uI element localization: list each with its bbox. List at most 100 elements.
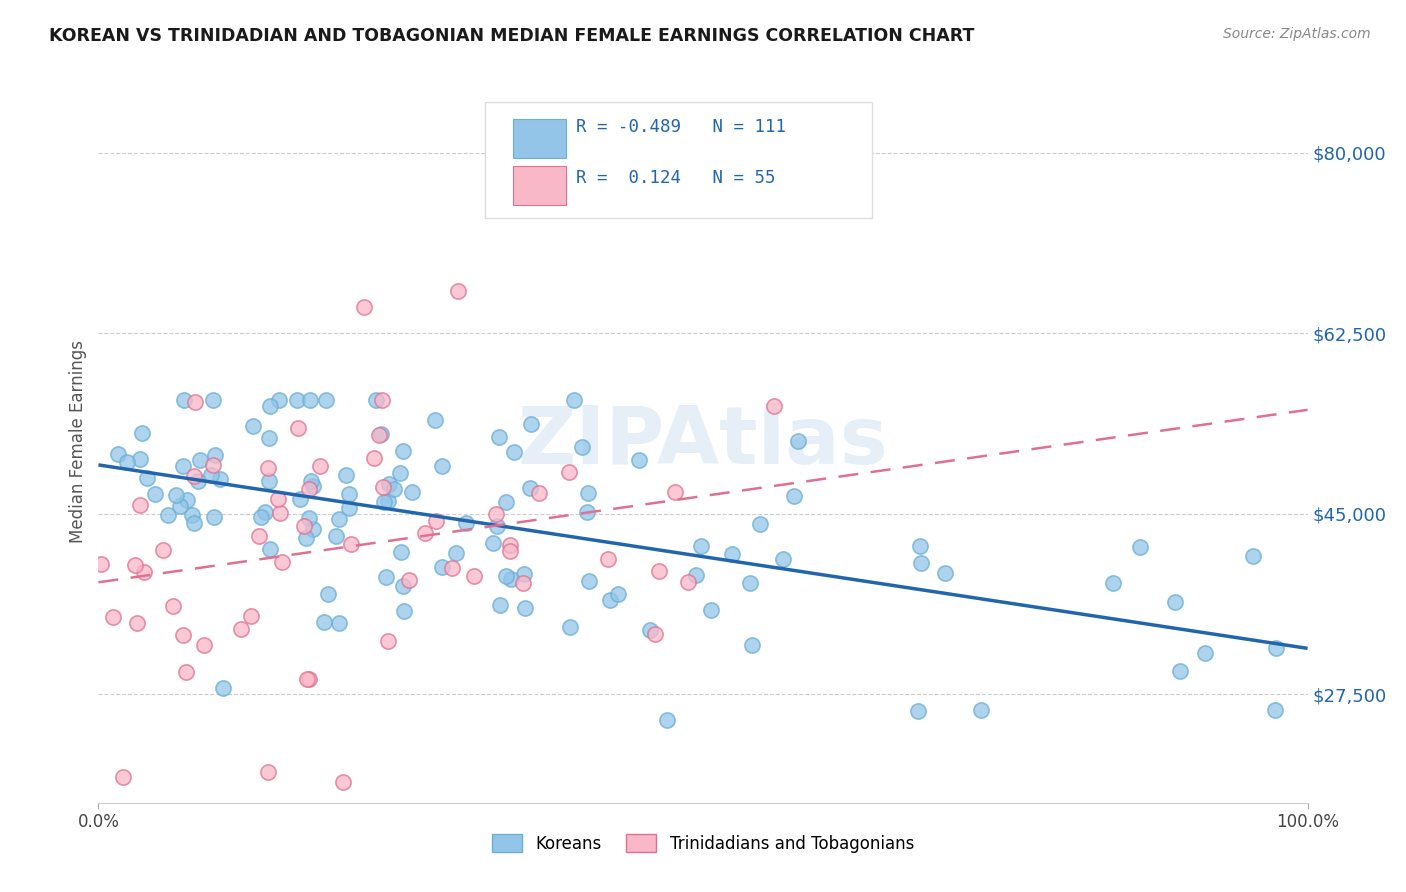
Point <box>685 567 707 582</box>
Point <box>690 539 713 553</box>
Point <box>1102 575 1125 590</box>
Point <box>571 440 593 454</box>
Point <box>463 569 485 583</box>
Point <box>482 536 505 550</box>
Point <box>578 574 600 588</box>
Point <box>495 569 517 583</box>
Point <box>741 638 763 652</box>
Point <box>371 393 394 408</box>
Point <box>499 543 522 558</box>
Point <box>328 615 350 630</box>
Point <box>187 474 209 488</box>
Point <box>398 573 420 587</box>
FancyBboxPatch shape <box>513 166 567 204</box>
Point <box>560 620 582 634</box>
Point <box>423 413 446 427</box>
Point <box>907 704 929 718</box>
Point <box>1129 541 1152 555</box>
Point <box>302 523 325 537</box>
Point <box>239 608 262 623</box>
Point <box>253 505 276 519</box>
Point <box>172 458 194 473</box>
Point <box>287 421 309 435</box>
Point <box>193 638 215 652</box>
Point <box>107 447 129 461</box>
Point <box>489 598 512 612</box>
Point <box>292 518 315 533</box>
Point <box>285 393 308 408</box>
Point <box>128 499 150 513</box>
Point <box>101 609 124 624</box>
Point <box>363 450 385 465</box>
Point <box>368 427 391 442</box>
Point <box>488 430 510 444</box>
Point <box>156 508 179 522</box>
Point <box>298 511 321 525</box>
Point <box>371 480 394 494</box>
Point <box>269 506 291 520</box>
Point <box>208 472 231 486</box>
Point <box>495 495 517 509</box>
Point <box>135 470 157 484</box>
Point <box>174 665 197 680</box>
Point <box>200 467 222 482</box>
Point <box>302 478 325 492</box>
Point <box>183 516 205 530</box>
Point <box>299 393 322 408</box>
Point <box>562 393 585 408</box>
Point <box>970 703 993 717</box>
Point <box>599 592 621 607</box>
Point <box>378 477 401 491</box>
Point <box>382 482 405 496</box>
Point <box>312 615 335 630</box>
Point <box>202 393 225 408</box>
Point <box>527 485 550 500</box>
Point <box>115 455 138 469</box>
Point <box>377 494 399 508</box>
Point <box>328 511 350 525</box>
Point <box>519 481 541 495</box>
Point <box>740 576 762 591</box>
Point <box>749 516 772 531</box>
Point <box>910 557 932 571</box>
Point <box>413 526 436 541</box>
Point <box>339 537 361 551</box>
Point <box>90 557 112 571</box>
Point <box>640 624 662 638</box>
Point <box>392 579 415 593</box>
Point <box>512 576 534 591</box>
Point <box>648 564 671 578</box>
Point <box>259 542 281 557</box>
Point <box>295 672 318 686</box>
Point <box>762 399 785 413</box>
Point <box>202 510 225 524</box>
Point <box>499 572 522 586</box>
Point <box>389 466 412 480</box>
Point <box>700 602 723 616</box>
Point <box>165 488 187 502</box>
Point <box>256 764 278 779</box>
Text: R =  0.124   N = 55: R = 0.124 N = 55 <box>576 169 776 186</box>
Point <box>353 301 375 315</box>
Point <box>1194 646 1216 660</box>
Y-axis label: Median Female Earnings: Median Female Earnings <box>69 340 87 543</box>
Point <box>288 492 311 507</box>
Point <box>1164 595 1187 609</box>
Point <box>242 419 264 434</box>
Point <box>169 500 191 514</box>
Text: ZIPAtlas: ZIPAtlas <box>517 402 889 481</box>
Point <box>298 673 321 687</box>
Point <box>1241 549 1264 563</box>
Point <box>325 529 347 543</box>
Point <box>335 468 357 483</box>
Point <box>337 500 360 515</box>
Point <box>392 444 415 458</box>
Point <box>257 460 280 475</box>
Point <box>132 565 155 579</box>
Point <box>131 426 153 441</box>
Point <box>1168 665 1191 679</box>
Point <box>162 599 184 613</box>
Point <box>127 616 149 631</box>
Point <box>257 474 280 488</box>
Point <box>364 393 387 408</box>
